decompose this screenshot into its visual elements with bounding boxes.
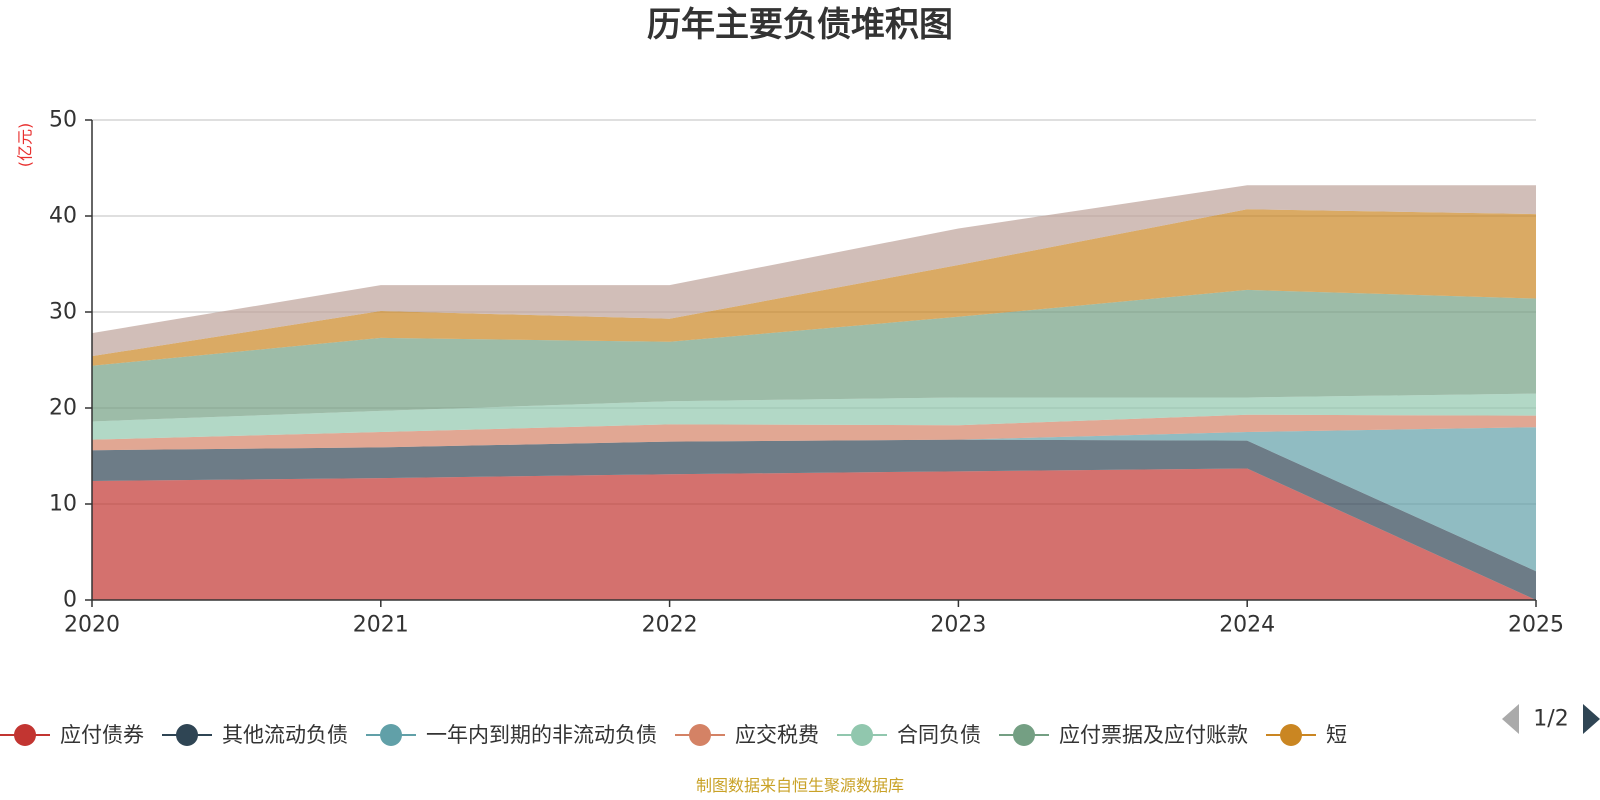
- area-series-0: [92, 468, 1536, 600]
- axes: 0 10 20 30 40 50 2020 2021 2022 2023 2024 2025: [49, 108, 1564, 638]
- area-series-3: [92, 414, 1536, 451]
- legend[interactable]: 应付债券 其他流动负债 一年内到期的非流动负债 应交税费 合同负债 应付票据及应付账款 短: [0, 723, 1347, 747]
- area-series-2: [92, 427, 1536, 572]
- area-series-4: [92, 393, 1536, 440]
- x-tick-label: 2024: [1219, 613, 1275, 638]
- legend-label: 一年内到期的非流动负债: [426, 723, 657, 747]
- legend-next-page-arrow-icon[interactable]: [1583, 704, 1600, 734]
- legend-label: 应付债券: [60, 723, 144, 747]
- y-tick-label: 10: [49, 492, 77, 517]
- area-series-1: [92, 439, 1536, 600]
- legend-marker-icon: [14, 724, 36, 746]
- x-tick-label: 2025: [1508, 613, 1564, 638]
- chart-title: 历年主要负债堆积图: [647, 5, 953, 45]
- legend-item[interactable]: 一年内到期的非流动负债: [366, 723, 657, 747]
- legend-marker-icon: [851, 724, 873, 746]
- legend-marker-icon: [176, 724, 198, 746]
- legend-pager: 1/2: [1502, 704, 1600, 734]
- stacked-areas: [92, 185, 1536, 600]
- legend-label: 合同负债: [897, 723, 981, 747]
- legend-page-indicator: 1/2: [1533, 707, 1568, 732]
- legend-marker-icon: [1013, 724, 1035, 746]
- y-axis-unit-label: (亿元): [16, 123, 35, 168]
- data-source-note: 制图数据来自恒生聚源数据库: [696, 776, 904, 795]
- legend-item[interactable]: 应付票据及应付账款: [999, 723, 1248, 747]
- legend-item[interactable]: 应交税费: [675, 723, 819, 747]
- x-tick-label: 2021: [353, 613, 409, 638]
- legend-label: 应交税费: [735, 723, 819, 747]
- legend-prev-page-arrow-icon[interactable]: [1502, 704, 1519, 734]
- x-tick-label: 2022: [642, 613, 698, 638]
- y-tick-label: 30: [49, 300, 77, 325]
- x-tick-label: 2020: [64, 613, 120, 638]
- y-tick-label: 0: [63, 588, 77, 613]
- legend-label: 其他流动负债: [222, 723, 348, 747]
- legend-label: 短: [1326, 723, 1347, 747]
- y-tick-label: 20: [49, 396, 77, 421]
- area-series-5: [92, 289, 1536, 422]
- legend-item[interactable]: 应付债券: [0, 723, 144, 747]
- area-series-7: [92, 185, 1536, 357]
- y-tick-label: 50: [49, 108, 77, 133]
- area-series-6: [92, 209, 1536, 366]
- legend-marker-icon: [689, 724, 711, 746]
- legend-marker-icon: [1280, 724, 1302, 746]
- y-tick-label: 40: [49, 204, 77, 229]
- legend-item[interactable]: 其他流动负债: [162, 723, 348, 747]
- legend-item[interactable]: 合同负债: [837, 723, 981, 747]
- legend-item[interactable]: 短: [1266, 723, 1347, 747]
- x-tick-label: 2023: [930, 613, 986, 638]
- legend-marker-icon: [380, 724, 402, 746]
- legend-label: 应付票据及应付账款: [1059, 723, 1248, 747]
